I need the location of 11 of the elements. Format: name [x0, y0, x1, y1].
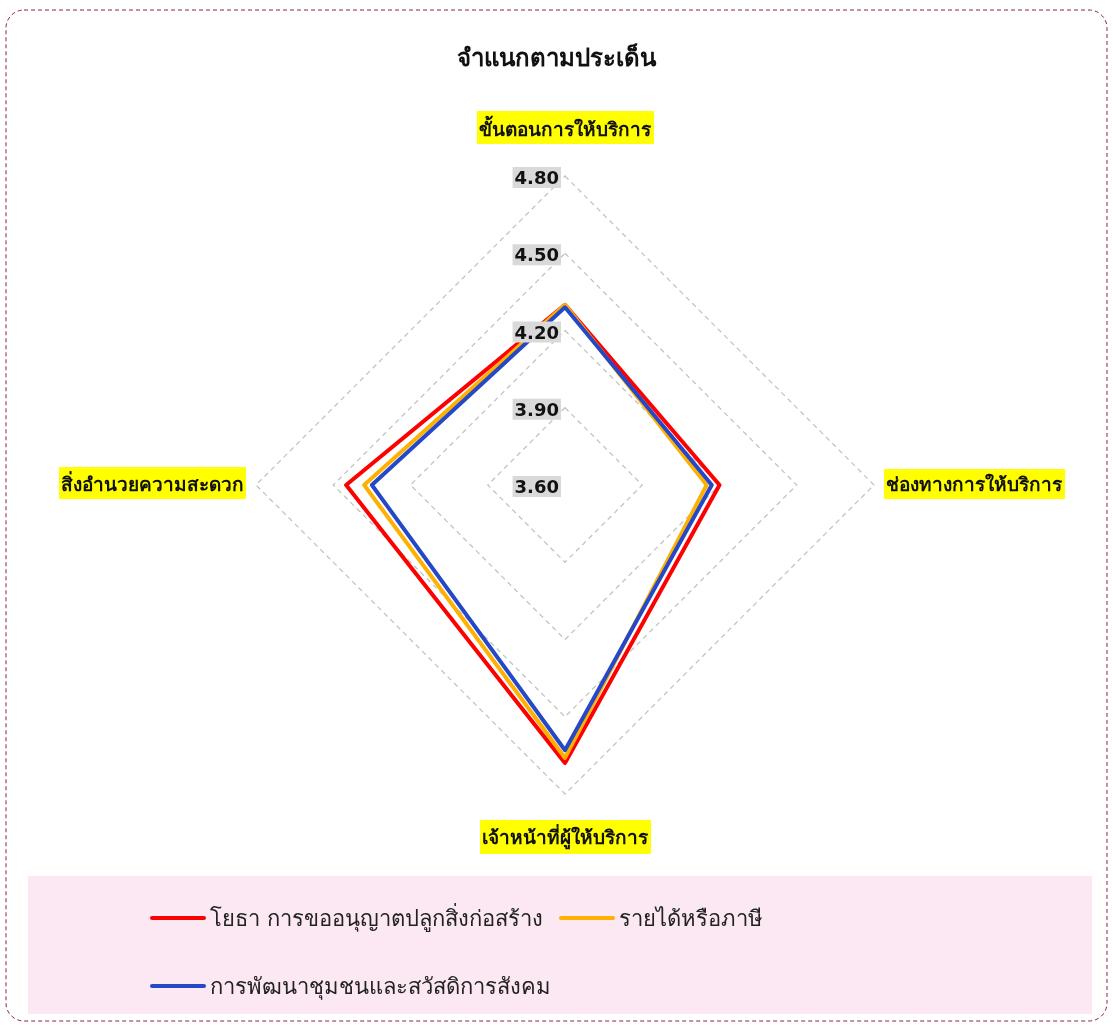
tick-label: 4.80: [514, 167, 559, 188]
legend-label: รายได้หรือภาษี: [619, 906, 763, 931]
legend-label: การพัฒนาชุมชนและสวัสดิการสังคม: [210, 974, 551, 999]
tick-label: 4.50: [514, 244, 559, 266]
category-label: ช่องทางการให้บริการ: [886, 473, 1062, 495]
title: จำแนกตามประเด็น: [457, 44, 656, 72]
tick-label: 4.20: [514, 321, 559, 343]
category-label: เจ้าหน้าที่ผู้ให้บริการ: [482, 826, 648, 848]
tick-label: 3.60: [514, 476, 559, 497]
tick-label: 3.90: [514, 398, 559, 420]
category-label: สิ่งอำนวยความสะดวก: [61, 473, 244, 495]
